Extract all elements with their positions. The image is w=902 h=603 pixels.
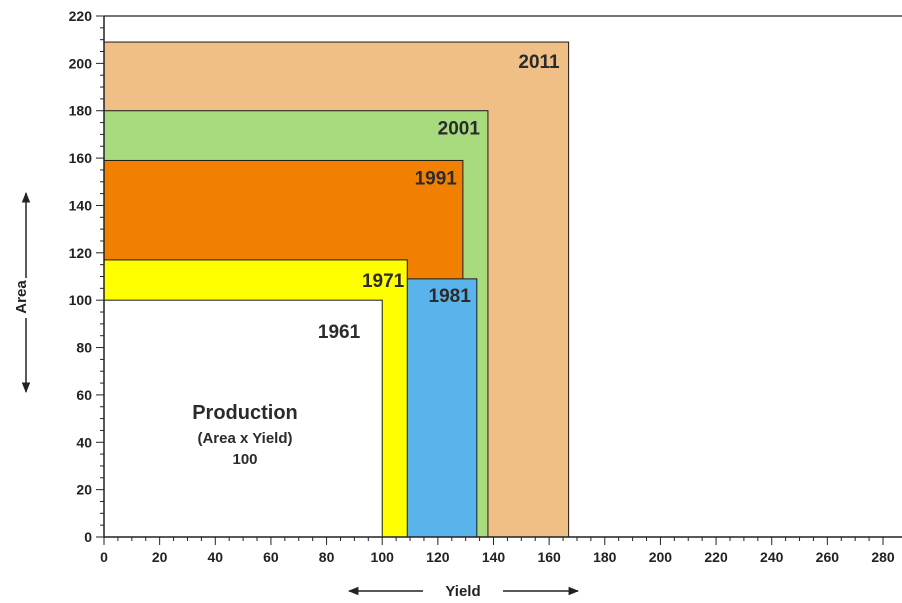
y-tick-label: 120 [69,245,93,261]
x-tick-label: 40 [207,549,223,565]
year-label-1971: 1971 [362,271,405,292]
rect-1961 [103,299,383,538]
y-axis-title: Area [13,280,30,314]
year-label-2011: 2011 [518,52,560,73]
x-tick-label: 200 [649,549,673,565]
year-labels: 2011 2001 1991 1981 1971 1961 [318,52,560,343]
x-tick-label: 220 [704,549,728,565]
x-axis-title: Yield [445,583,480,600]
y-tick-label: 80 [76,340,92,356]
x-tick-label: 140 [482,549,506,565]
x-tick-label: 260 [816,549,840,565]
y-tick-label: 100 [69,292,93,308]
y-tick-label: 0 [84,529,92,545]
x-tick-label: 80 [319,549,335,565]
x-tick-label: 280 [871,549,895,565]
year-label-1961: 1961 [318,322,361,343]
y-tick-label: 60 [76,387,92,403]
x-tick-label: 240 [760,549,784,565]
x-tick-label: 100 [371,549,395,565]
annotation-value: 100 [232,451,257,468]
x-tick-label: 120 [426,549,450,565]
annotation-subtitle: (Area x Yield) [197,430,292,447]
y-tick-label: 40 [76,434,92,450]
year-label-2001: 2001 [438,119,481,140]
y-tick-label: 200 [69,55,93,71]
annotation-title: Production [192,402,298,424]
x-tick-label: 0 [100,549,108,565]
x-axis-title-group: Yield [347,583,580,600]
y-tick-label: 140 [69,197,93,213]
x-tick-label: 180 [593,549,617,565]
y-tick-label: 160 [69,150,93,166]
year-label-1991: 1991 [415,168,458,189]
y-axis-title-group: Area [13,191,31,394]
y-tick-label: 220 [69,8,93,24]
y-tick-label: 20 [76,482,92,498]
x-tick-label: 60 [263,549,279,565]
x-tick-label: 160 [537,549,561,565]
production-annotation: Production (Area x Yield) 100 [192,402,298,468]
year-label-1981: 1981 [429,286,472,307]
y-tick-label: 180 [69,103,93,119]
production-rectangles [103,41,570,538]
axes: 0 20 40 60 80 100 120 140 160 180 200 220 0 20 40 60 80 1… [69,8,902,565]
x-tick-label: 20 [152,549,168,565]
